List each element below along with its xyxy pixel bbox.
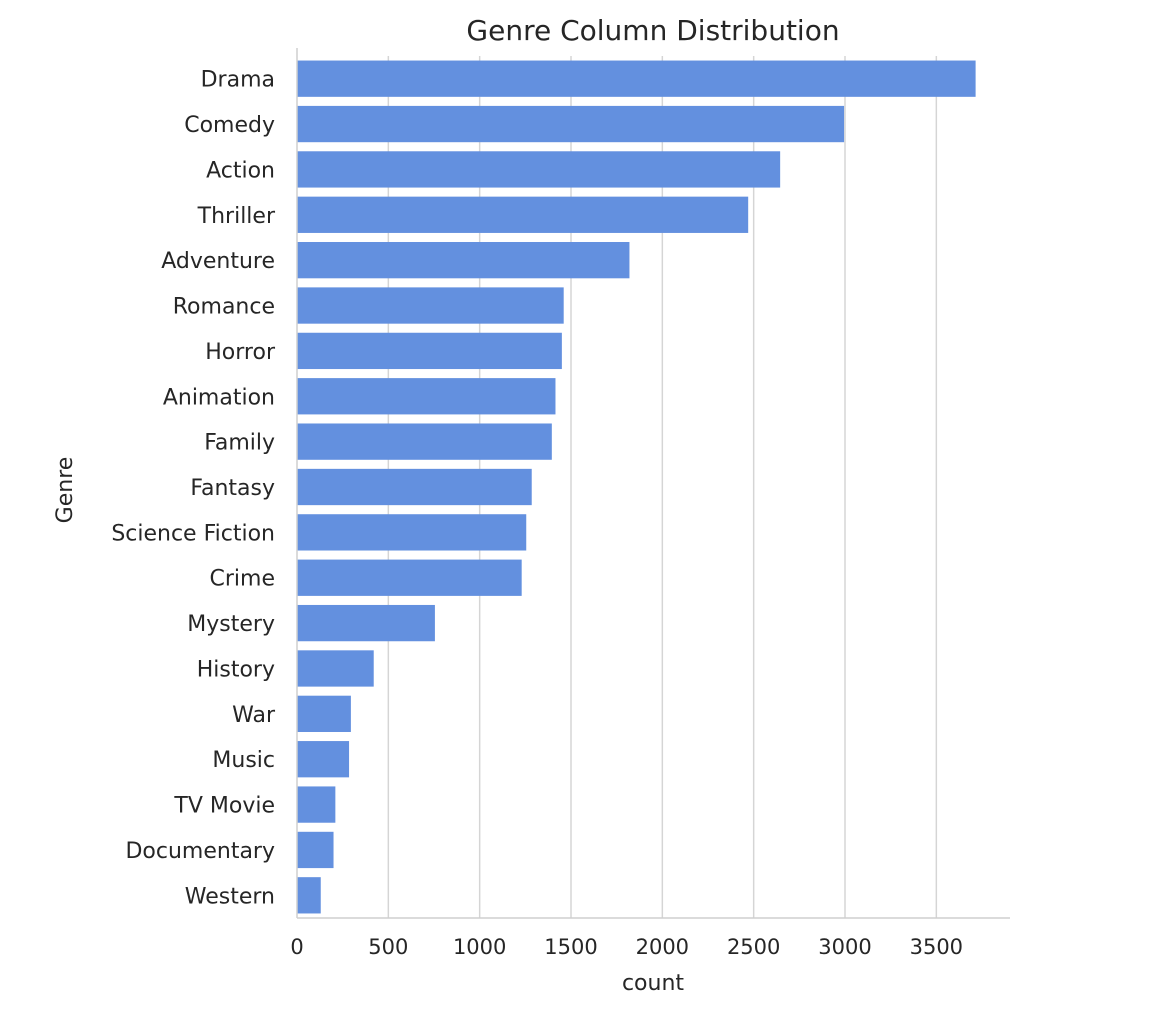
bar-war	[297, 695, 351, 732]
bar-adventure	[297, 242, 630, 279]
bar-drama	[297, 60, 976, 97]
x-axis-label: count	[622, 971, 684, 996]
category-label: Crime	[210, 567, 275, 592]
category-label: Horror	[205, 340, 276, 365]
chart-title: Genre Column Distribution	[466, 14, 839, 47]
category-label: History	[197, 657, 275, 682]
x-tick-label: 2500	[727, 935, 780, 959]
bar-horror	[297, 332, 562, 370]
category-label: Adventure	[161, 249, 275, 274]
bar-documentary	[297, 831, 334, 869]
bar-western	[297, 877, 321, 914]
category-label: Music	[212, 748, 275, 773]
category-label: Western	[185, 884, 275, 909]
x-tick-label: 500	[368, 935, 408, 959]
bar-crime	[297, 559, 522, 596]
bars	[297, 60, 976, 914]
x-tick-label: 3000	[818, 935, 871, 959]
x-tick-label: 2000	[636, 935, 689, 959]
bar-animation	[297, 378, 556, 415]
category-label: Mystery	[187, 612, 275, 637]
category-label: Thriller	[197, 204, 276, 229]
x-tick-labels: 0 500 1000 1500 2000 2500 3000 3500	[290, 935, 963, 959]
bar-action	[297, 151, 781, 188]
category-label: War	[232, 703, 276, 728]
bar-tv-movie	[297, 786, 336, 823]
bar-music	[297, 741, 350, 778]
bar-fantasy	[297, 468, 532, 506]
x-tick-label: 1000	[453, 935, 506, 959]
category-label: Comedy	[184, 113, 275, 138]
category-label: Action	[206, 158, 275, 183]
x-tick-label: 0	[290, 935, 303, 959]
bar-science-fiction	[297, 514, 527, 551]
y-axis-label: Genre	[53, 457, 78, 524]
category-label: Family	[204, 431, 275, 456]
category-label: Animation	[163, 385, 275, 410]
category-label: Drama	[201, 68, 275, 93]
category-label: Fantasy	[190, 476, 275, 501]
bar-mystery	[297, 604, 435, 642]
category-label: Science Fiction	[111, 521, 275, 546]
x-tick-label: 1500	[544, 935, 597, 959]
category-label: Documentary	[125, 839, 275, 864]
bar-thriller	[297, 196, 749, 233]
bar-comedy	[297, 105, 845, 143]
category-label: TV Movie	[173, 794, 275, 819]
bar-family	[297, 423, 552, 460]
category-labels: Drama Comedy Action Thriller Adventure Romanc…	[111, 68, 276, 910]
bar-romance	[297, 287, 564, 324]
category-label: Romance	[173, 295, 275, 320]
x-tick-label: 3500	[910, 935, 963, 959]
bar-history	[297, 650, 374, 687]
